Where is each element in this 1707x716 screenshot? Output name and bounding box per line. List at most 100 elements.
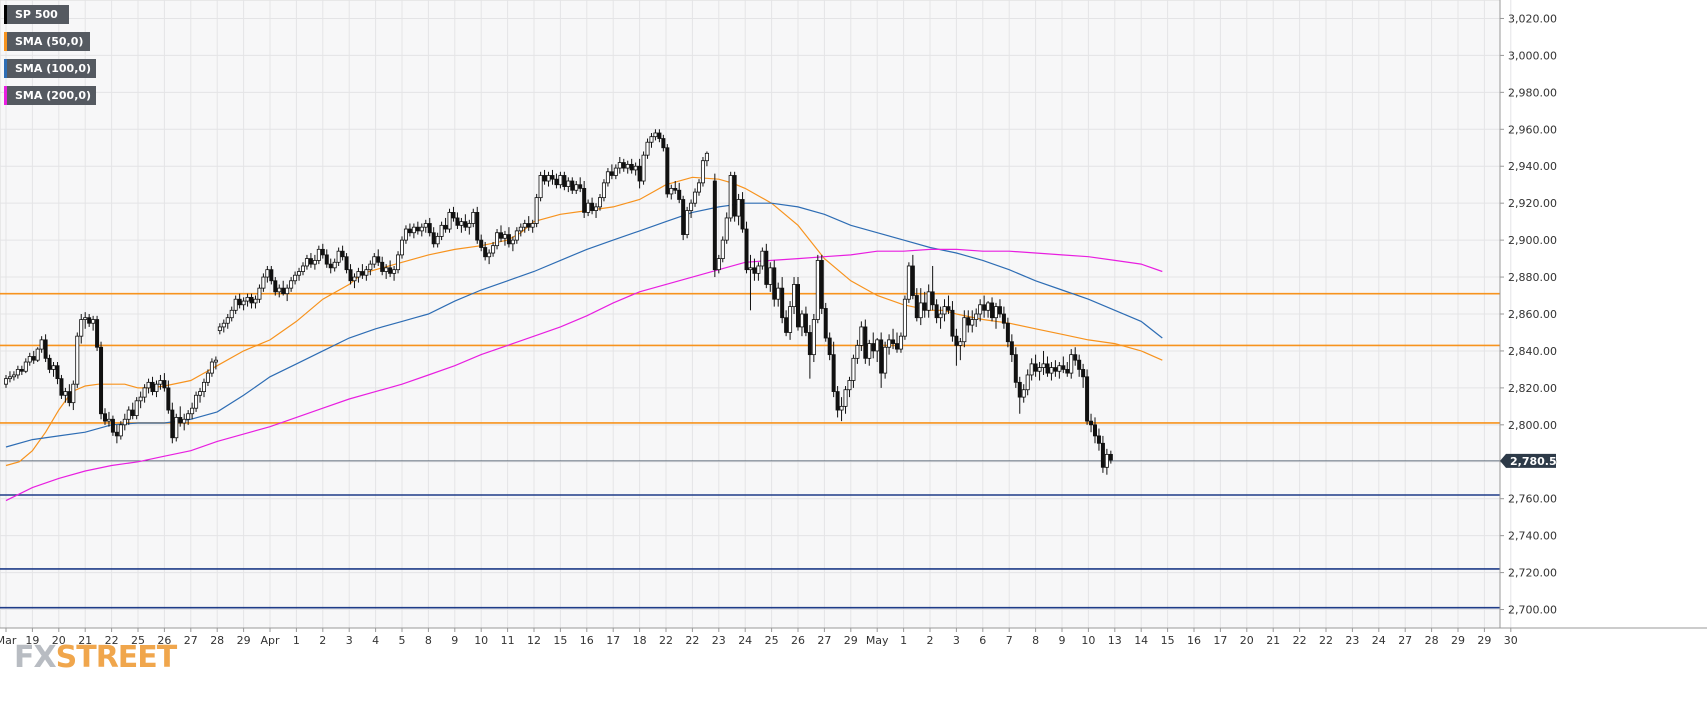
candle-body [190, 407, 195, 415]
candle [1081, 363, 1086, 388]
candle [178, 406, 183, 427]
candle [538, 171, 543, 202]
candle [31, 350, 36, 364]
candle-body [293, 274, 298, 282]
candle [217, 323, 222, 335]
x-tick-label: 15 [1161, 634, 1175, 647]
candle-body [103, 413, 108, 422]
x-tick-label: 6 [979, 634, 986, 647]
candle [875, 338, 880, 363]
candle [427, 217, 432, 237]
candle [510, 236, 515, 252]
x-tick-label: 16 [1187, 634, 1201, 647]
candle-body [411, 226, 416, 234]
candle-body [435, 236, 440, 245]
candle [780, 277, 785, 324]
candle [154, 380, 159, 398]
candle-body [467, 223, 472, 228]
candle-body [320, 248, 325, 256]
x-tick-label: 19 [25, 634, 39, 647]
x-tick-label: 25 [765, 634, 779, 647]
candle-body [895, 343, 900, 350]
candle-body [986, 302, 991, 311]
candle-body [1085, 376, 1090, 422]
candle-body [15, 369, 20, 376]
candle [665, 144, 670, 198]
candle-body [43, 339, 48, 359]
candle [126, 406, 131, 425]
candle [1073, 347, 1078, 366]
candle-body [792, 284, 797, 308]
candle [978, 299, 983, 322]
candle [269, 265, 274, 285]
candle-body [4, 378, 9, 385]
y-tick-label: 2,920.00 [1508, 197, 1557, 210]
candle-body [1037, 367, 1042, 372]
candle [1021, 384, 1026, 403]
candle [498, 225, 503, 242]
legend-label-sp500: SP 500 [15, 8, 58, 21]
candle-body [760, 250, 765, 267]
legend-item-sma50[interactable]: SMA (50,0) [4, 32, 90, 51]
candle-body [1033, 363, 1038, 372]
candle [879, 332, 884, 388]
candle-body [736, 199, 741, 217]
candle [320, 243, 325, 259]
candle-body [265, 269, 270, 278]
candle-body [586, 202, 591, 213]
y-tick-label: 3,020.00 [1508, 12, 1557, 25]
x-tick-label: 1 [900, 634, 907, 647]
candle [209, 358, 214, 377]
legend-item-sma100[interactable]: SMA (100,0) [4, 59, 96, 78]
candle-body [724, 217, 729, 241]
candle [340, 245, 345, 261]
current-price-label: 2,780.50 [1510, 455, 1565, 468]
candle-body [63, 391, 68, 396]
candle-body [518, 226, 523, 232]
candle-body [582, 187, 587, 213]
candle [1085, 369, 1090, 425]
candle-body [368, 263, 373, 271]
candle-body [558, 175, 563, 186]
candle [190, 402, 195, 420]
candle [550, 169, 555, 185]
x-tick-label: 10 [1081, 634, 1095, 647]
x-tick-label: 26 [157, 634, 171, 647]
candle-body [966, 317, 971, 326]
candle-body [241, 300, 246, 306]
candle [772, 260, 777, 307]
candle-body [863, 326, 868, 359]
candle-body [423, 223, 428, 228]
candle [855, 339, 860, 364]
candle-body [194, 394, 199, 409]
candle [926, 284, 931, 318]
legend-item-sma200[interactable]: SMA (200,0) [4, 86, 96, 105]
legend-item-sp500[interactable]: SP 500 [4, 5, 69, 24]
candle-body [883, 346, 888, 374]
candle [958, 338, 963, 361]
candle-body [617, 162, 622, 169]
candle [823, 302, 828, 342]
candle [47, 354, 52, 374]
candle [1013, 347, 1018, 388]
candle [653, 129, 658, 141]
candle [63, 387, 68, 403]
candle [918, 288, 923, 326]
candle-body [522, 223, 527, 228]
x-tick-label: 29 [1451, 634, 1465, 647]
candle [502, 230, 507, 246]
candle [138, 391, 143, 409]
candle [368, 260, 373, 276]
candle-body [205, 372, 210, 383]
candle-body [162, 380, 167, 389]
candle [257, 284, 262, 303]
candle-body [249, 296, 254, 304]
candle-body [388, 267, 393, 274]
candle [756, 262, 761, 281]
candle-body [285, 287, 290, 295]
candle-body [487, 252, 492, 258]
candle [344, 253, 349, 274]
legend: SP 500 SMA (50,0) SMA (100,0) SMA (200,0… [4, 5, 96, 113]
candle-body [776, 287, 781, 300]
candle-body [784, 317, 789, 333]
